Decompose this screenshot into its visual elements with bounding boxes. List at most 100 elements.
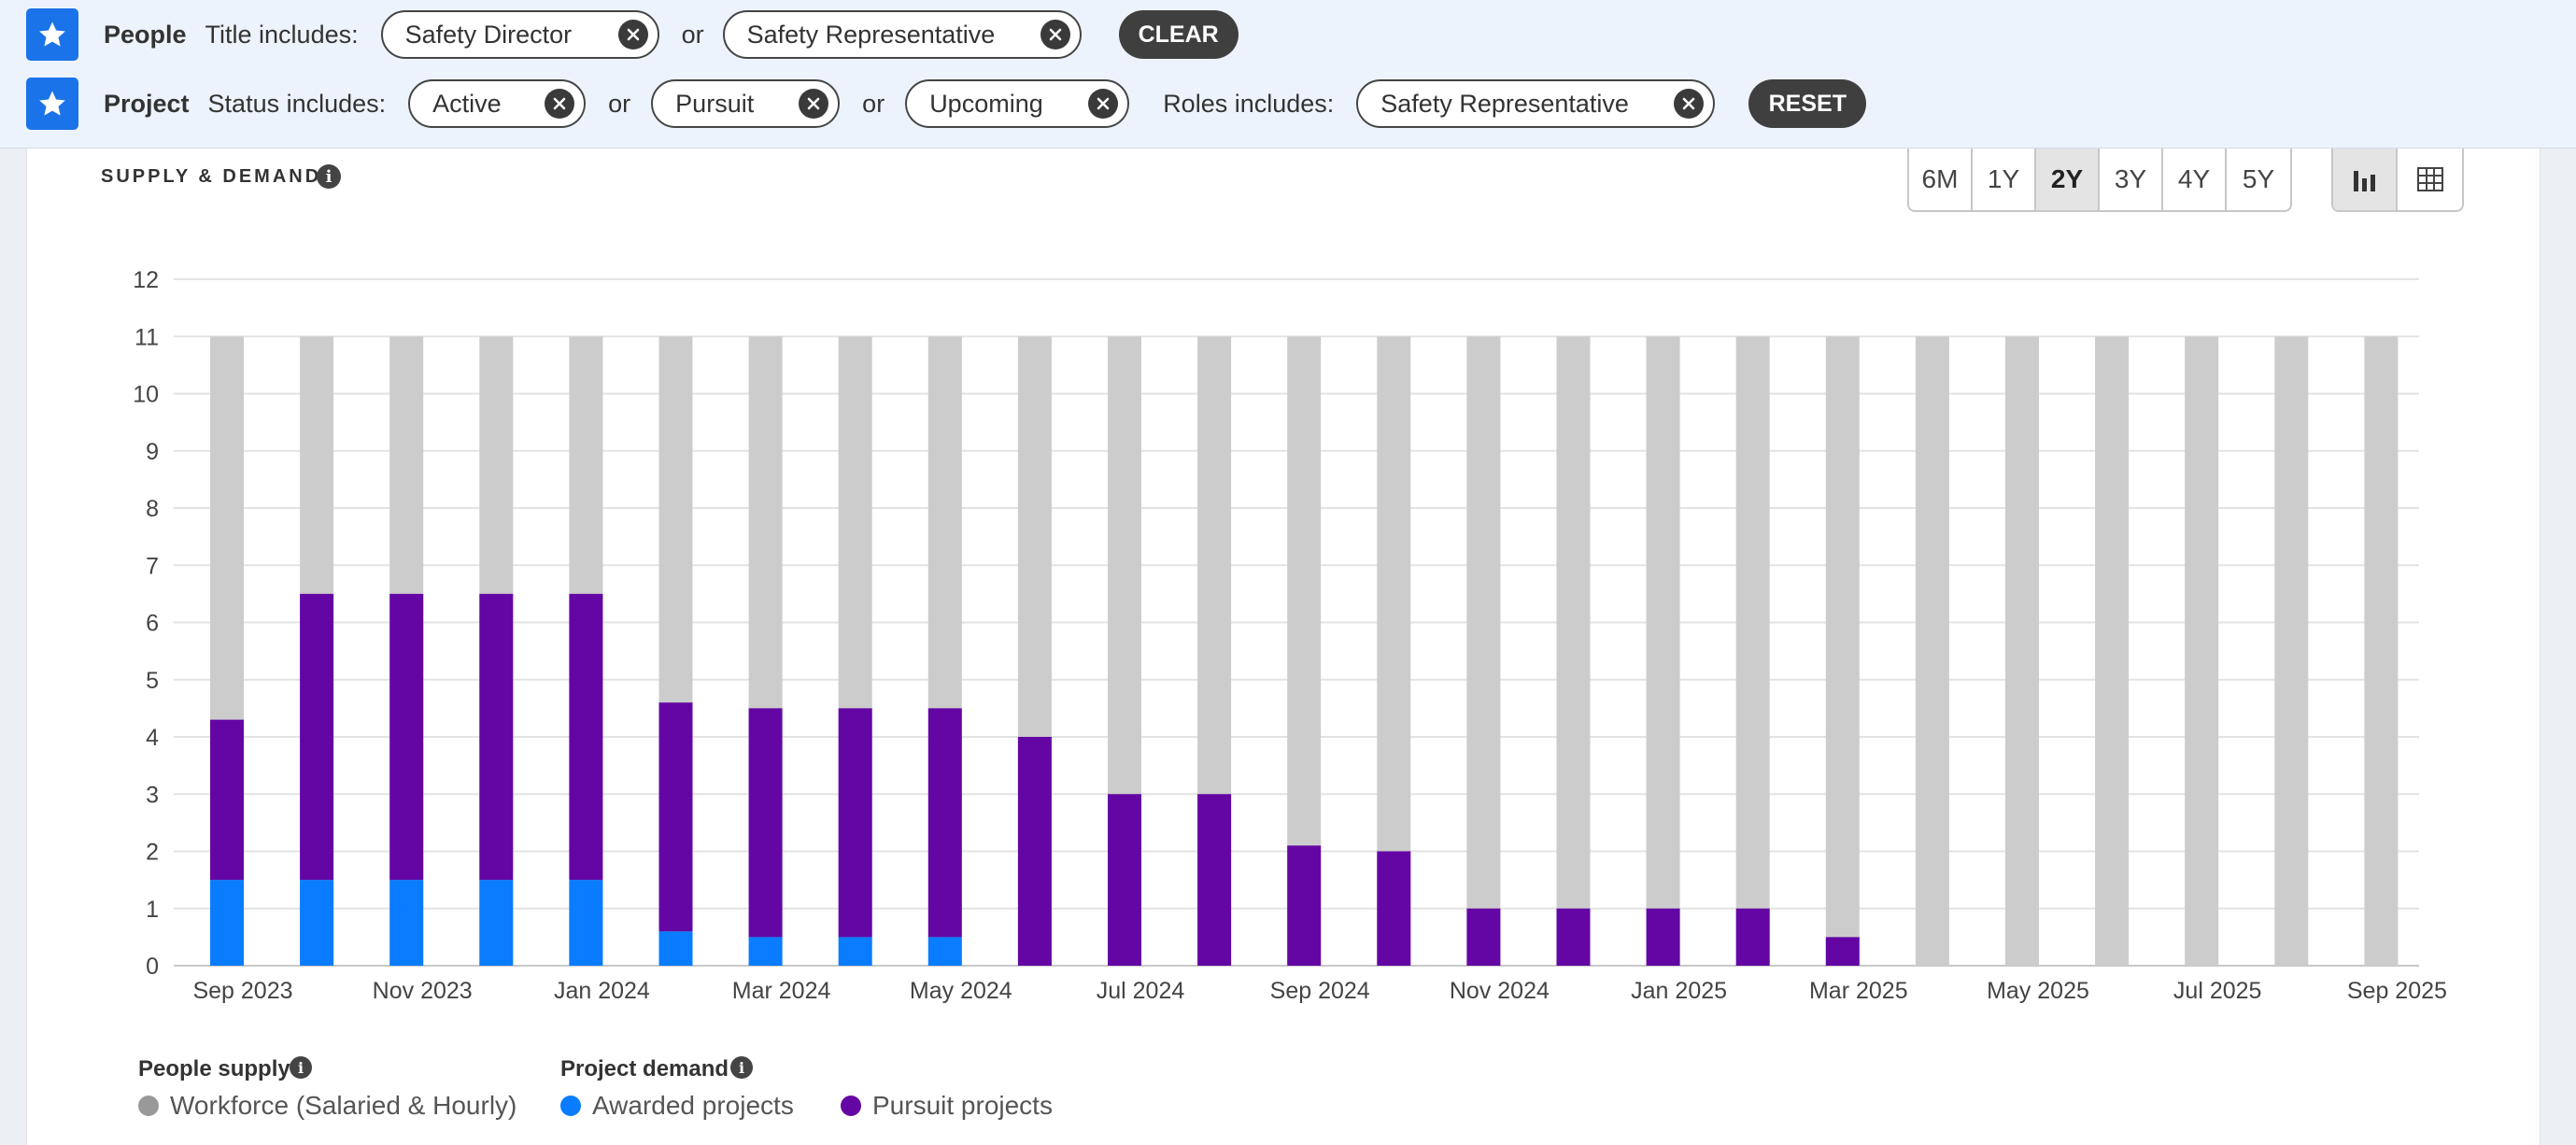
remove-chip-icon[interactable] bbox=[545, 89, 575, 119]
chip-label: Safety Director bbox=[404, 20, 573, 49]
pursuit-bar bbox=[1377, 851, 1411, 966]
workforce-bar bbox=[2274, 336, 2309, 966]
filter-bar: People Title includes: Safety Director o… bbox=[0, 0, 2576, 148]
view-mode-selector bbox=[2331, 148, 2464, 212]
pursuit-bar bbox=[658, 702, 693, 932]
y-tick-label: 2 bbox=[146, 840, 159, 866]
people-supply-legend-title: People supply bbox=[138, 1056, 290, 1081]
x-tick-label: Mar 2025 bbox=[1809, 978, 1908, 1004]
x-tick-label: Sep 2024 bbox=[1270, 978, 1370, 1004]
workforce-bar bbox=[1646, 336, 1680, 966]
y-tick-label: 11 bbox=[134, 324, 159, 350]
pursuit-bar bbox=[1735, 908, 1770, 966]
project-filter-label: Project bbox=[104, 89, 190, 118]
chip-upcoming[interactable]: Upcoming bbox=[905, 79, 1130, 128]
range-2y-button[interactable]: 2Y bbox=[2036, 148, 2100, 210]
x-tick-label: Nov 2023 bbox=[373, 978, 473, 1004]
x-tick-label: Mar 2024 bbox=[732, 978, 831, 1004]
range-1y-button[interactable]: 1Y bbox=[1973, 148, 2036, 210]
awarded-bar bbox=[479, 880, 514, 966]
bar-chart-icon bbox=[2353, 171, 2375, 191]
legend-awarded-label: Awarded projects bbox=[592, 1091, 794, 1120]
pursuit-bar bbox=[838, 708, 872, 938]
workforce-bar bbox=[2364, 336, 2399, 966]
remove-chip-icon[interactable] bbox=[1088, 89, 1119, 119]
awarded-bar bbox=[569, 880, 603, 966]
x-tick-label: Sep 2025 bbox=[2347, 978, 2447, 1004]
workforce-bar bbox=[1915, 336, 1949, 966]
chip-safety-director[interactable]: Safety Director bbox=[380, 10, 659, 59]
project-favorite-star-icon[interactable] bbox=[26, 78, 78, 130]
time-range-selector: 6M 1Y 2Y 3Y 4Y 5Y bbox=[1907, 148, 2292, 212]
remove-chip-icon[interactable] bbox=[1674, 89, 1705, 119]
workforce-bar bbox=[1556, 336, 1591, 966]
table-icon bbox=[2416, 167, 2443, 191]
awarded-bar bbox=[658, 931, 693, 966]
y-tick-label: 0 bbox=[146, 954, 159, 980]
clear-button[interactable]: CLEAR bbox=[1118, 10, 1238, 59]
y-tick-label: 4 bbox=[146, 725, 159, 751]
bar-chart-view-button[interactable] bbox=[2333, 148, 2398, 210]
pursuit-bar bbox=[1825, 937, 1860, 966]
y-tick-label: 12 bbox=[133, 267, 159, 293]
legend-pursuit-dot bbox=[841, 1096, 861, 1116]
remove-chip-icon[interactable] bbox=[1040, 20, 1070, 49]
y-tick-label: 6 bbox=[146, 611, 159, 637]
chip-pursuit[interactable]: Pursuit bbox=[651, 79, 841, 128]
x-tick-label: Nov 2024 bbox=[1450, 978, 1550, 1004]
roles-includes-label: Roles includes: bbox=[1163, 89, 1335, 118]
pursuit-bar bbox=[1197, 794, 1232, 966]
chip-label: Pursuit bbox=[675, 89, 755, 118]
project-demand-info-icon[interactable]: i bbox=[730, 1056, 753, 1079]
legend-pursuit[interactable]: Pursuit projects bbox=[841, 1091, 1053, 1121]
awarded-bar bbox=[927, 937, 962, 966]
awarded-bar bbox=[389, 880, 424, 966]
pursuit-bar bbox=[1466, 908, 1501, 966]
awarded-bar bbox=[748, 937, 783, 966]
pursuit-bar bbox=[389, 593, 424, 881]
chip-safety-representative[interactable]: Safety Representative bbox=[722, 10, 1082, 59]
or-separator: or bbox=[608, 89, 631, 118]
pursuit-bar bbox=[1287, 845, 1322, 966]
range-3y-button[interactable]: 3Y bbox=[2100, 148, 2163, 210]
legend-workforce[interactable]: Workforce (Salaried & Hourly) bbox=[138, 1091, 517, 1121]
chip-active[interactable]: Active bbox=[408, 79, 587, 128]
pursuit-bar bbox=[1017, 737, 1052, 966]
y-tick-label: 3 bbox=[146, 782, 159, 808]
remove-chip-icon[interactable] bbox=[799, 89, 829, 119]
awarded-bar bbox=[210, 880, 244, 966]
chip-label: Safety Representative bbox=[1380, 89, 1629, 118]
remove-chip-icon[interactable] bbox=[617, 20, 648, 49]
project-demand-legend-title: Project demand bbox=[560, 1056, 729, 1081]
y-tick-label: 10 bbox=[133, 382, 159, 408]
chip-label: Safety Representative bbox=[746, 20, 996, 49]
people-favorite-star-icon[interactable] bbox=[26, 8, 78, 61]
people-supply-info-icon[interactable]: i bbox=[290, 1056, 312, 1079]
awarded-bar bbox=[300, 880, 334, 966]
section-info-icon[interactable]: i bbox=[317, 164, 341, 189]
status-includes-label: Status includes: bbox=[207, 89, 387, 118]
workforce-bar bbox=[1466, 336, 1501, 966]
legend-workforce-dot bbox=[138, 1096, 159, 1116]
legend-awarded[interactable]: Awarded projects bbox=[560, 1091, 794, 1121]
x-tick-label: May 2025 bbox=[1987, 978, 2089, 1004]
x-tick-label: May 2024 bbox=[910, 978, 1012, 1004]
pursuit-bar bbox=[569, 593, 603, 881]
people-filter-label: People bbox=[104, 20, 187, 49]
workforce-bar bbox=[2005, 336, 2039, 966]
y-tick-label: 7 bbox=[146, 553, 159, 579]
reset-button[interactable]: RESET bbox=[1748, 79, 1867, 128]
range-6m-button[interactable]: 6M bbox=[1909, 148, 1973, 210]
workforce-bar bbox=[2185, 336, 2219, 966]
legend-workforce-label: Workforce (Salaried & Hourly) bbox=[170, 1091, 517, 1120]
pursuit-bar bbox=[1556, 908, 1591, 966]
range-4y-button[interactable]: 4Y bbox=[2163, 148, 2227, 210]
x-tick-label: Jul 2025 bbox=[2173, 978, 2262, 1004]
range-5y-button[interactable]: 5Y bbox=[2242, 164, 2275, 193]
chip-label: Upcoming bbox=[929, 89, 1043, 118]
chip-role-safety-representative[interactable]: Safety Representative bbox=[1356, 79, 1716, 128]
table-view-button[interactable] bbox=[2398, 148, 2462, 210]
awarded-bar bbox=[838, 937, 872, 966]
pursuit-bar bbox=[1646, 908, 1680, 966]
